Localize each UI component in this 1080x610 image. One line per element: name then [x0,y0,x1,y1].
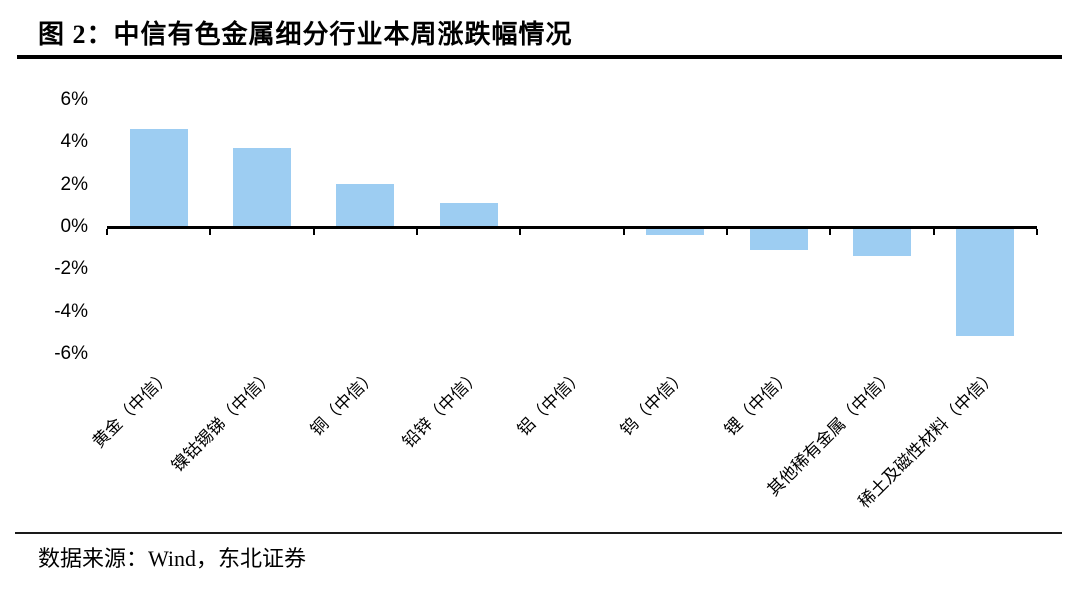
x-axis-category-label: 锂（中信） [720,366,795,440]
x-axis-category-label: 铅锌（中信） [398,366,485,452]
x-axis-tick-mark [519,228,522,235]
data-source-label: 数据来源：Wind，东北证券 [38,546,306,571]
bar-黄金（中信） [129,128,188,226]
y-axis-tick-label: 6% [60,88,88,110]
x-axis-tick-mark [1036,228,1038,235]
x-axis-line [107,226,1037,229]
x-axis-tick-mark [726,228,728,235]
bar-稀土及磁性材料（中信） [956,228,1015,337]
x-axis-tick-mark [106,228,108,235]
bar-铅锌（中信） [439,202,498,226]
bar-镍钴锡锑（中信） [233,147,291,226]
x-axis-tick-mark [312,228,315,235]
footer-divider [15,532,1062,534]
y-axis-tick-label: -6% [54,343,88,365]
bar-其他稀有金属（中信） [853,228,911,257]
x-axis-tick-mark [622,228,625,235]
x-axis-category-label: 铜（中信） [307,366,381,440]
x-axis-tick-mark [416,228,418,235]
bar-铜（中信） [336,183,395,226]
bar-钨（中信） [646,228,705,235]
x-axis-category-label: 镍钴锡锑（中信） [167,366,278,476]
x-axis-category-label: 铝（中信） [513,366,588,440]
y-axis-tick-label: 0% [60,216,88,237]
x-axis-category-label: 黄金（中信） [88,366,175,452]
bar-锂（中信） [749,228,808,250]
x-axis-category-label: 钨（中信） [617,366,691,440]
x-axis-tick-mark [932,228,935,235]
y-axis-tick-label: -2% [54,258,88,280]
title-divider [17,55,1062,59]
y-axis-tick-label: 2% [60,173,88,195]
x-axis-tick-mark [829,228,832,235]
x-axis-tick-mark [209,228,212,235]
y-axis-tick-label: -4% [54,300,88,322]
figure-title: 图 2：中信有色金属细分行业本周涨跌幅情况 [38,20,573,49]
y-axis-tick-label: 4% [60,131,88,153]
